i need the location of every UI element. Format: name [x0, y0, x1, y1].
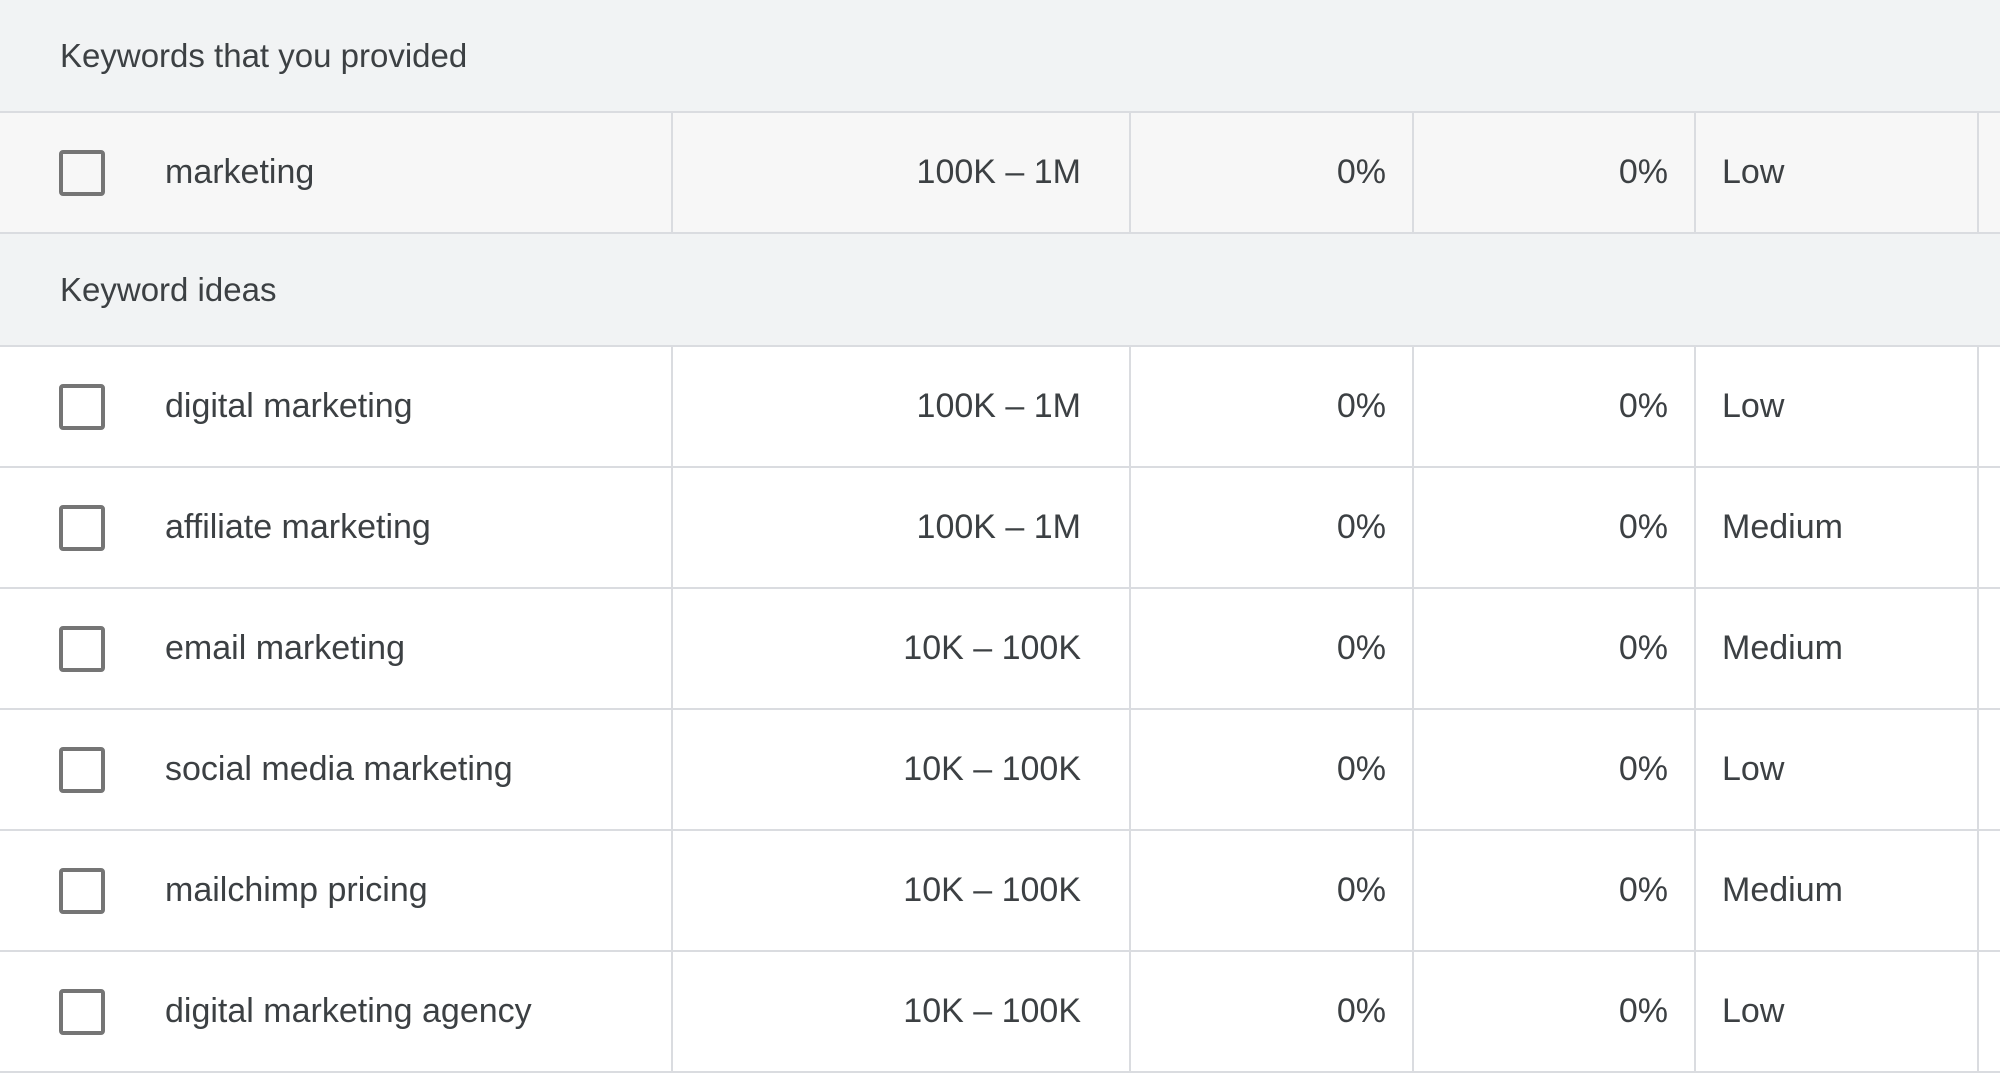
avg-monthly-searches-cell: 10K – 100K — [673, 831, 1131, 950]
avg-monthly-searches-cell: 10K – 100K — [673, 710, 1131, 829]
next-column-cell — [1979, 113, 2000, 232]
keyword-text: marketing — [165, 153, 315, 191]
table-row: mailchimp pricing 10K – 100K 0% 0% Mediu… — [0, 831, 2000, 952]
row-checkbox[interactable] — [59, 625, 105, 672]
keyword-cell: email marketing — [0, 589, 673, 708]
table-row: social media marketing 10K – 100K 0% 0% … — [0, 710, 2000, 831]
competition: Medium — [1722, 508, 1843, 546]
table-row: marketing 100K – 1M 0% 0% Low — [0, 113, 2000, 234]
yoy-change-cell: 0% — [1414, 952, 1696, 1071]
yoy-change: 0% — [1618, 387, 1668, 425]
avg-monthly-searches: 100K – 1M — [916, 153, 1081, 191]
three-month-change: 0% — [1336, 508, 1386, 546]
yoy-change: 0% — [1618, 629, 1668, 667]
three-month-change: 0% — [1336, 750, 1386, 788]
section-header: Keywords that you provided — [0, 0, 2000, 113]
competition-cell: Low — [1696, 347, 1979, 466]
avg-monthly-searches: 100K – 1M — [916, 508, 1081, 546]
competition-cell: Low — [1696, 710, 1979, 829]
avg-monthly-searches-cell: 100K – 1M — [673, 347, 1131, 466]
three-month-change-cell: 0% — [1131, 347, 1414, 466]
row-checkbox[interactable] — [59, 867, 105, 914]
keyword-text: mailchimp pricing — [165, 871, 428, 909]
yoy-change: 0% — [1618, 750, 1668, 788]
avg-monthly-searches: 10K – 100K — [903, 871, 1081, 909]
avg-monthly-searches-cell: 100K – 1M — [673, 113, 1131, 232]
three-month-change-cell: 0% — [1131, 710, 1414, 829]
table-row: digital marketing agency 10K – 100K 0% 0… — [0, 952, 2000, 1073]
row-checkbox[interactable] — [59, 149, 105, 196]
yoy-change-cell: 0% — [1414, 468, 1696, 587]
row-checkbox[interactable] — [59, 746, 105, 793]
three-month-change-cell: 0% — [1131, 831, 1414, 950]
competition-cell: Low — [1696, 952, 1979, 1071]
three-month-change: 0% — [1336, 871, 1386, 909]
keyword-cell: mailchimp pricing — [0, 831, 673, 950]
three-month-change: 0% — [1336, 153, 1386, 191]
competition-cell: Medium — [1696, 468, 1979, 587]
yoy-change-cell: 0% — [1414, 710, 1696, 829]
yoy-change: 0% — [1618, 153, 1668, 191]
competition: Low — [1722, 387, 1785, 425]
row-checkbox[interactable] — [59, 383, 105, 430]
table-row: email marketing 10K – 100K 0% 0% Medium — [0, 589, 2000, 710]
table-row: digital marketing 100K – 1M 0% 0% Low — [0, 347, 2000, 468]
keyword-text: affiliate marketing — [165, 508, 431, 546]
yoy-change: 0% — [1618, 871, 1668, 909]
competition: Medium — [1722, 871, 1843, 909]
keyword-cell: affiliate marketing — [0, 468, 673, 587]
keyword-text: digital marketing — [165, 387, 413, 425]
three-month-change: 0% — [1336, 992, 1386, 1030]
keyword-cell: digital marketing — [0, 347, 673, 466]
avg-monthly-searches-cell: 100K – 1M — [673, 468, 1131, 587]
row-checkbox[interactable] — [59, 988, 105, 1035]
yoy-change-cell: 0% — [1414, 113, 1696, 232]
avg-monthly-searches: 10K – 100K — [903, 629, 1081, 667]
yoy-change-cell: 0% — [1414, 589, 1696, 708]
competition-cell: Medium — [1696, 589, 1979, 708]
three-month-change-cell: 0% — [1131, 468, 1414, 587]
yoy-change-cell: 0% — [1414, 831, 1696, 950]
three-month-change-cell: 0% — [1131, 113, 1414, 232]
keyword-cell: social media marketing — [0, 710, 673, 829]
competition: Medium — [1722, 629, 1843, 667]
three-month-change: 0% — [1336, 629, 1386, 667]
yoy-change: 0% — [1618, 508, 1668, 546]
next-column-cell — [1979, 831, 2000, 950]
next-column-cell — [1979, 468, 2000, 587]
competition-cell: Medium — [1696, 831, 1979, 950]
three-month-change: 0% — [1336, 387, 1386, 425]
competition: Low — [1722, 153, 1785, 191]
yoy-change: 0% — [1618, 992, 1668, 1030]
keyword-cell: digital marketing agency — [0, 952, 673, 1071]
section-header: Keyword ideas — [0, 234, 2000, 347]
next-column-cell — [1979, 347, 2000, 466]
keyword-cell: marketing — [0, 113, 673, 232]
avg-monthly-searches: 10K – 100K — [903, 750, 1081, 788]
competition-cell: Low — [1696, 113, 1979, 232]
yoy-change-cell: 0% — [1414, 347, 1696, 466]
avg-monthly-searches: 10K – 100K — [903, 992, 1081, 1030]
next-column-cell — [1979, 710, 2000, 829]
next-column-cell — [1979, 952, 2000, 1071]
keyword-text: digital marketing agency — [165, 992, 532, 1030]
three-month-change-cell: 0% — [1131, 589, 1414, 708]
competition: Low — [1722, 992, 1785, 1030]
row-checkbox[interactable] — [59, 504, 105, 551]
avg-monthly-searches-cell: 10K – 100K — [673, 589, 1131, 708]
avg-monthly-searches: 100K – 1M — [916, 387, 1081, 425]
avg-monthly-searches-cell: 10K – 100K — [673, 952, 1131, 1071]
table-row: affiliate marketing 100K – 1M 0% 0% Medi… — [0, 468, 2000, 589]
next-column-cell — [1979, 589, 2000, 708]
three-month-change-cell: 0% — [1131, 952, 1414, 1071]
competition: Low — [1722, 750, 1785, 788]
keyword-text: email marketing — [165, 629, 405, 667]
keyword-text: social media marketing — [165, 750, 513, 788]
